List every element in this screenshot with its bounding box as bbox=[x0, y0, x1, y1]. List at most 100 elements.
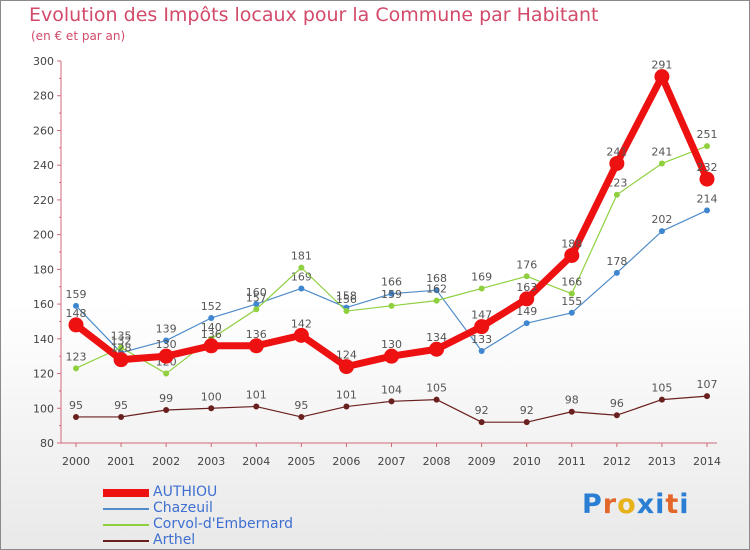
data-point-corvol-d-embernard bbox=[704, 143, 710, 150]
brand-letter: i bbox=[655, 489, 666, 520]
data-point-chazeuil bbox=[658, 228, 665, 235]
data-label-chazeuil: 166 bbox=[381, 276, 402, 289]
data-point-arthel bbox=[118, 413, 125, 420]
data-label-arthel: 107 bbox=[697, 378, 718, 391]
x-tick-label: 2014 bbox=[693, 455, 721, 468]
y-tick-label: 240 bbox=[33, 159, 54, 172]
data-label-authiou: 163 bbox=[516, 281, 537, 294]
data-point-authiou bbox=[338, 359, 354, 375]
y-tick-label: 100 bbox=[33, 402, 54, 415]
data-label-authiou: 136 bbox=[201, 328, 222, 341]
data-point-authiou bbox=[248, 338, 264, 354]
data-point-corvol-d-embernard bbox=[658, 160, 665, 167]
data-point-chazeuil bbox=[478, 347, 485, 354]
data-label-corvol-d-embernard: 166 bbox=[561, 276, 582, 289]
y-tick-label: 120 bbox=[33, 368, 54, 381]
legend-label-chazeuil: Chazeuil bbox=[153, 500, 213, 516]
data-point-chazeuil bbox=[704, 207, 710, 214]
data-label-corvol-d-embernard: 156 bbox=[336, 293, 357, 306]
data-point-arthel bbox=[208, 405, 215, 412]
data-point-corvol-d-embernard bbox=[568, 290, 575, 297]
data-label-corvol-d-embernard: 162 bbox=[426, 283, 447, 296]
data-point-arthel bbox=[523, 419, 530, 426]
data-label-corvol-d-embernard: 241 bbox=[651, 145, 672, 158]
data-point-arthel bbox=[704, 393, 710, 400]
x-tick-label: 2009 bbox=[468, 455, 496, 468]
data-label-chazeuil: 133 bbox=[471, 333, 492, 346]
data-label-corvol-d-embernard: 176 bbox=[516, 258, 537, 271]
x-tick-label: 2003 bbox=[197, 455, 225, 468]
x-tick-label: 2005 bbox=[287, 455, 315, 468]
data-point-corvol-d-embernard bbox=[613, 191, 620, 198]
data-label-authiou: 232 bbox=[697, 161, 718, 174]
series-corvol-d-embernard: 1231351201401571811561591621691761662232… bbox=[66, 128, 718, 377]
brand-letter: r bbox=[602, 489, 618, 520]
data-point-chazeuil bbox=[613, 269, 620, 276]
y-tick-label: 260 bbox=[33, 124, 54, 137]
data-point-arthel bbox=[73, 413, 79, 420]
data-point-authiou bbox=[113, 352, 129, 368]
data-point-corvol-d-embernard bbox=[73, 365, 79, 372]
x-tick-label: 2001 bbox=[107, 455, 135, 468]
data-label-corvol-d-embernard: 251 bbox=[697, 128, 718, 141]
brand-logo: Proxiti bbox=[582, 489, 690, 520]
data-label-authiou: 136 bbox=[246, 328, 267, 341]
data-point-corvol-d-embernard bbox=[118, 344, 125, 351]
data-label-corvol-d-embernard: 135 bbox=[111, 330, 132, 343]
legend-label-corvol-d-embernard: Corvol-d'Embernard bbox=[153, 516, 293, 532]
y-tick-label: 280 bbox=[33, 90, 54, 103]
data-point-arthel bbox=[568, 408, 575, 415]
data-label-arthel: 99 bbox=[159, 392, 173, 405]
data-point-arthel bbox=[478, 419, 485, 426]
data-point-chazeuil bbox=[208, 314, 215, 321]
data-label-arthel: 100 bbox=[201, 390, 222, 403]
brand-letter: o bbox=[617, 489, 637, 520]
data-point-authiou bbox=[654, 69, 670, 85]
data-point-corvol-d-embernard bbox=[163, 370, 170, 377]
data-point-authiou bbox=[68, 317, 84, 333]
data-label-chazeuil: 159 bbox=[66, 288, 87, 301]
x-tick-label: 2006 bbox=[332, 455, 360, 468]
data-label-authiou: 124 bbox=[336, 349, 357, 362]
data-label-arthel: 101 bbox=[336, 389, 357, 402]
data-label-arthel: 104 bbox=[381, 383, 402, 396]
y-tick-label: 80 bbox=[40, 437, 54, 450]
brand-letter: t bbox=[665, 489, 680, 520]
data-label-corvol-d-embernard: 169 bbox=[471, 270, 492, 283]
data-point-arthel bbox=[253, 403, 260, 410]
data-point-chazeuil bbox=[298, 285, 305, 292]
data-label-authiou: 142 bbox=[291, 317, 312, 330]
data-label-chazeuil: 158 bbox=[336, 290, 357, 303]
data-label-arthel: 105 bbox=[426, 382, 447, 395]
data-point-corvol-d-embernard bbox=[523, 273, 530, 280]
brand-letter: x bbox=[636, 489, 656, 520]
data-point-authiou bbox=[474, 319, 490, 335]
data-label-chazeuil: 132 bbox=[111, 335, 132, 348]
data-point-authiou bbox=[293, 327, 309, 343]
data-label-corvol-d-embernard: 157 bbox=[246, 291, 267, 304]
data-label-arthel: 96 bbox=[610, 397, 624, 410]
data-point-corvol-d-embernard bbox=[478, 285, 485, 292]
x-tick-label: 2007 bbox=[378, 455, 406, 468]
data-point-authiou bbox=[384, 348, 399, 364]
x-tick-label: 2002 bbox=[152, 455, 180, 468]
data-point-authiou bbox=[158, 348, 174, 364]
x-tick-label: 2008 bbox=[423, 455, 451, 468]
data-point-authiou bbox=[609, 155, 625, 171]
legend-swatch-authiou bbox=[103, 489, 149, 497]
data-label-corvol-d-embernard: 159 bbox=[381, 288, 402, 301]
brand-letter: i bbox=[679, 489, 690, 520]
data-point-arthel bbox=[433, 396, 440, 403]
data-label-authiou: 148 bbox=[66, 307, 87, 320]
data-label-arthel: 101 bbox=[246, 389, 267, 402]
data-label-chazeuil: 169 bbox=[291, 270, 312, 283]
legend-swatch-chazeuil bbox=[103, 508, 149, 510]
data-label-authiou: 128 bbox=[111, 342, 132, 355]
series-arthel: 95 95 99 100 101 95 101 104 105 92 92 98 96 105 107 bbox=[69, 378, 718, 426]
data-label-authiou: 291 bbox=[651, 59, 672, 72]
chart-title: Evolution des Impôts locaux pour la Comm… bbox=[29, 4, 599, 26]
series-authiou: 148 128 130 136 136 142 124 130 134 147 163 188 241 2… bbox=[66, 59, 718, 375]
legend-swatch-corvol-d-embernard bbox=[103, 524, 149, 526]
data-point-corvol-d-embernard bbox=[343, 308, 350, 315]
